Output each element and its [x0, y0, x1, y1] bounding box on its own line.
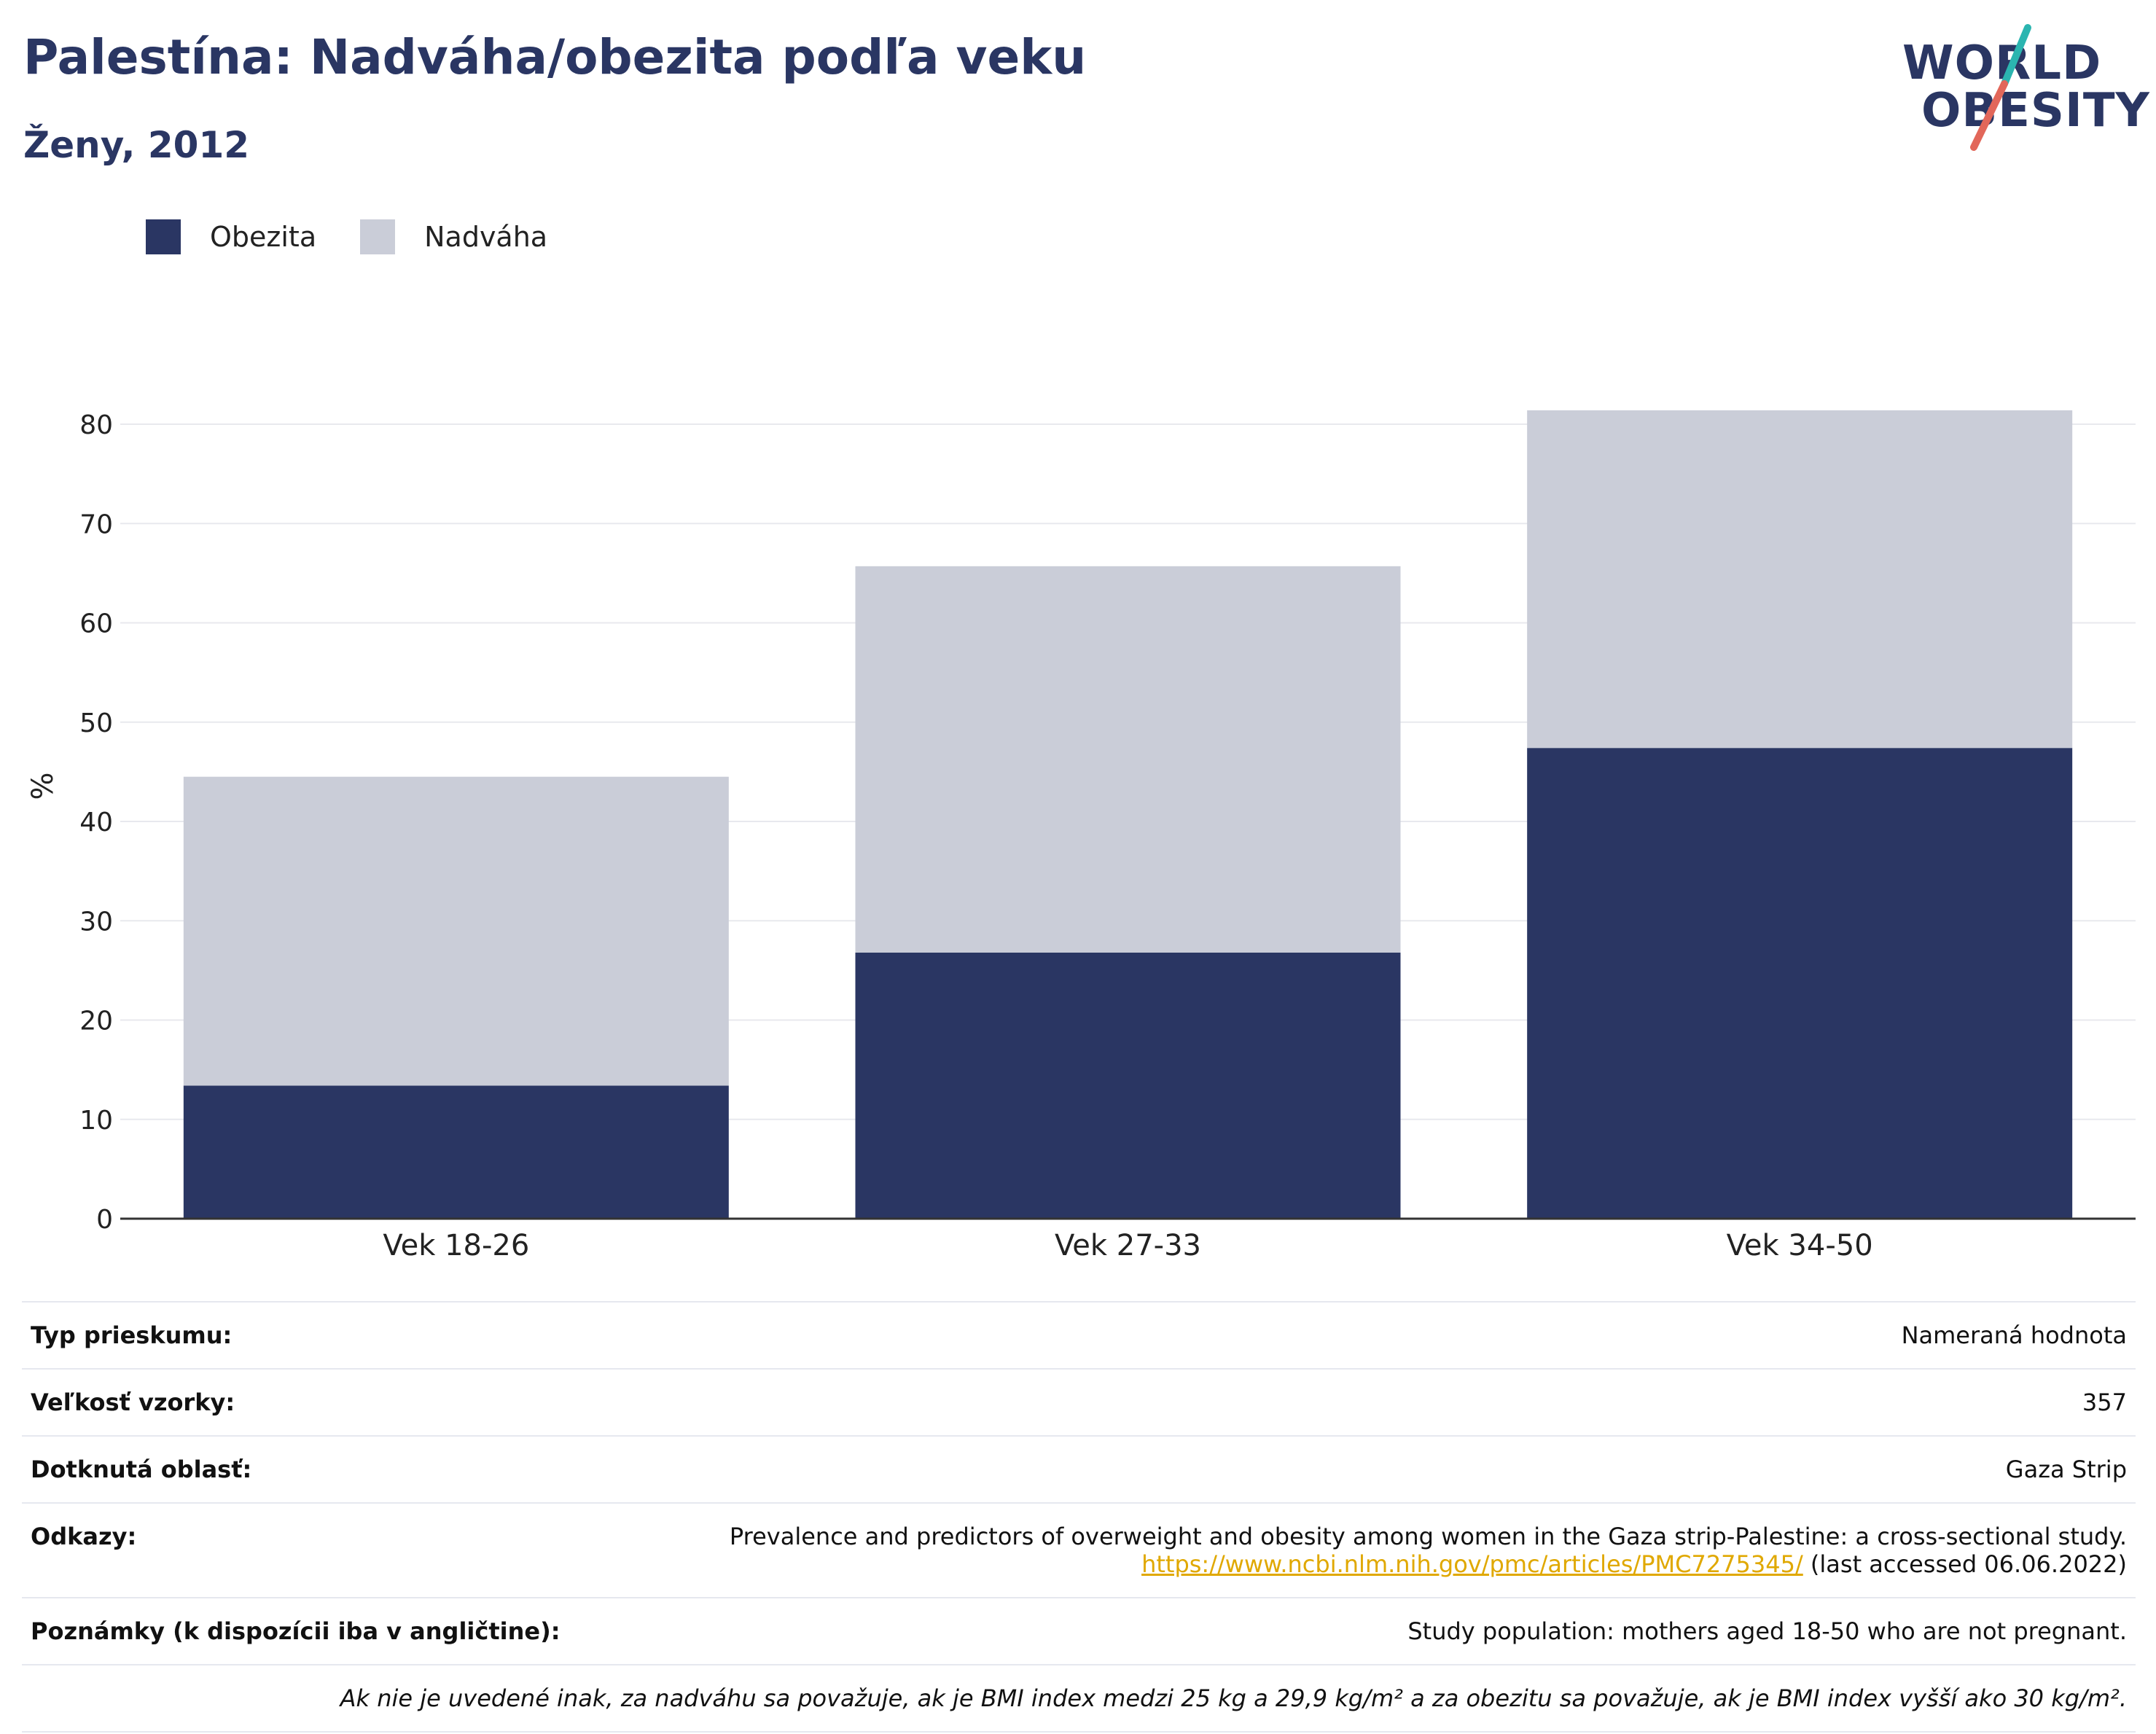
references-value: Prevalence and predictors of overweight … — [730, 1523, 2127, 1578]
legend-item-overweight[interactable]: Nadváha — [360, 219, 547, 254]
legend-label-obesity: Obezita — [210, 221, 317, 253]
info-row-sample-size: Veľkosť vzorky: 357 — [22, 1368, 2136, 1435]
sample-size-label: Veľkosť vzorky: — [31, 1389, 235, 1416]
bar-obesity[interactable] — [183, 1085, 729, 1219]
info-table: Typ prieskumu: Nameraná hodnota Veľkosť … — [22, 1301, 2136, 1733]
axes: 0 10 20 30 40 50 60 70 80 Vek 18-26 Vek 27-33 Vek 3… — [79, 410, 2136, 1262]
info-row-references: Odkazy: Prevalence and predictors of ove… — [22, 1502, 2136, 1597]
logo-slash-icon — [1970, 24, 2031, 151]
notes-value: Study population: mothers aged 18-50 who… — [1407, 1617, 2127, 1645]
chart-legend: Obezita Nadváha — [146, 219, 591, 255]
info-row-area: Dotknutá oblasť: Gaza Strip — [22, 1435, 2136, 1502]
area-value: Gaza Strip — [2005, 1456, 2127, 1483]
y-tick-label: 70 — [79, 509, 113, 539]
logo-line2: OBESITY — [1921, 84, 2150, 138]
x-tick-label: Vek 34-50 — [1727, 1229, 1873, 1262]
page-subtitle: Ženy, 2012 — [23, 124, 250, 166]
y-tick-label: 50 — [79, 708, 113, 738]
legend-item-obesity[interactable]: Obezita — [146, 219, 316, 254]
bar-obesity[interactable] — [855, 952, 1401, 1219]
info-row-definition: Ak nie je uvedené inak, za nadváhu sa po… — [22, 1664, 2136, 1733]
info-row-notes: Poznámky (k dispozícii iba v angličtine)… — [22, 1597, 2136, 1664]
references-link[interactable]: https://www.ncbi.nlm.nih.gov/pmc/article… — [1141, 1550, 1803, 1578]
y-tick-label: 30 — [79, 907, 113, 937]
page-title: Palestína: Nadváha/obezita podľa veku — [23, 29, 1087, 85]
y-tick-label: 40 — [79, 808, 113, 837]
x-tick-label: Vek 18-26 — [383, 1229, 529, 1262]
legend-swatch-overweight — [360, 219, 396, 254]
notes-label: Poznámky (k dispozícii iba v angličtine)… — [31, 1617, 561, 1645]
survey-type-label: Typ prieskumu: — [31, 1321, 233, 1349]
definition-note: Ak nie je uvedené inak, za nadváhu sa po… — [340, 1684, 2127, 1712]
info-row-survey-type: Typ prieskumu: Nameraná hodnota — [22, 1301, 2136, 1368]
bar-obesity[interactable] — [1527, 748, 2073, 1219]
bar-overweight[interactable] — [855, 566, 1401, 953]
references-label: Odkazy: — [31, 1523, 137, 1550]
bar-overweight[interactable] — [1527, 410, 2073, 749]
legend-label-overweight: Nadváha — [424, 221, 548, 253]
sample-size-value: 357 — [2082, 1389, 2127, 1416]
survey-type-value: Nameraná hodnota — [1901, 1321, 2127, 1349]
y-axis-title: % — [26, 772, 60, 800]
references-text: Prevalence and predictors of overweight … — [729, 1523, 2127, 1550]
x-tick-label: Vek 27-33 — [1055, 1229, 1201, 1262]
world-obesity-logo[interactable]: WORLD OBESITY — [1902, 22, 2149, 153]
y-tick-label: 20 — [79, 1007, 113, 1036]
y-tick-label: 0 — [96, 1205, 113, 1235]
y-tick-label: 60 — [79, 609, 113, 639]
bars — [183, 410, 2073, 1219]
y-tick-label: 80 — [79, 410, 113, 440]
bar-overweight[interactable] — [183, 776, 729, 1086]
legend-swatch-obesity — [146, 219, 181, 254]
area-label: Dotknutá oblasť: — [31, 1456, 252, 1483]
references-accessed: (last accessed 06.06.2022) — [1802, 1550, 2127, 1578]
y-tick-label: 10 — [79, 1106, 113, 1136]
stacked-bar-chart: 0 10 20 30 40 50 60 70 80 Vek 18-26 Vek 27-33 Vek 3… — [26, 410, 2136, 1262]
